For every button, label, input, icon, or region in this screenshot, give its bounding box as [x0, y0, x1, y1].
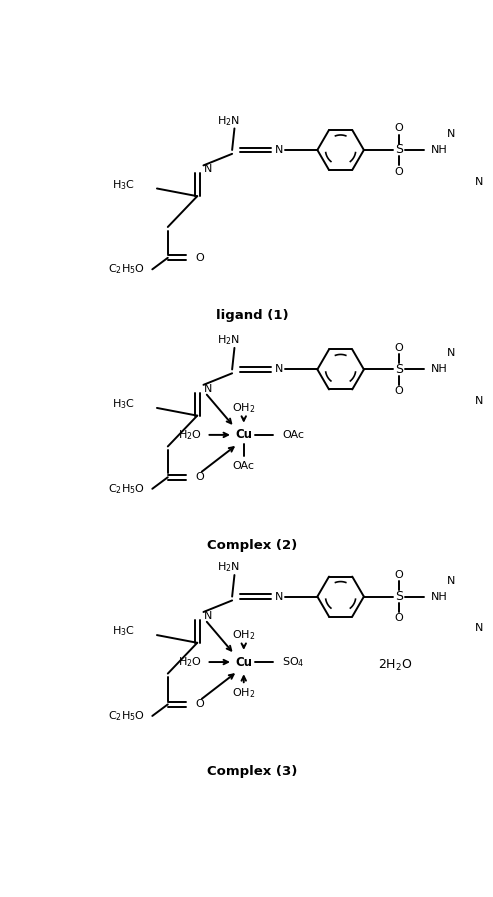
Text: O: O — [196, 253, 205, 263]
Text: SO$_4$: SO$_4$ — [282, 655, 305, 669]
Text: N: N — [475, 396, 484, 406]
Text: N: N — [475, 623, 484, 633]
Text: N: N — [204, 384, 212, 394]
Text: O: O — [196, 472, 205, 483]
Text: N: N — [275, 145, 283, 155]
Text: S: S — [395, 144, 403, 156]
Text: OH$_2$: OH$_2$ — [232, 401, 255, 414]
Text: C$_2$H$_5$O: C$_2$H$_5$O — [108, 482, 145, 496]
Text: O: O — [394, 167, 403, 177]
Text: Complex (3): Complex (3) — [207, 765, 297, 778]
Text: O: O — [196, 700, 205, 710]
Text: H$_3$C: H$_3$C — [112, 397, 135, 411]
Text: H$_2$N: H$_2$N — [217, 334, 240, 347]
Text: S: S — [395, 590, 403, 603]
Text: N: N — [275, 592, 283, 602]
Text: C$_2$H$_5$O: C$_2$H$_5$O — [108, 709, 145, 723]
Text: N: N — [475, 177, 484, 187]
Text: H$_3$C: H$_3$C — [112, 178, 135, 192]
Text: OAc: OAc — [282, 430, 305, 440]
Text: 2H$_2$O: 2H$_2$O — [378, 658, 412, 674]
Text: OH$_2$: OH$_2$ — [232, 628, 255, 642]
Text: OAc: OAc — [233, 461, 255, 471]
Text: H$_2$O: H$_2$O — [177, 655, 202, 669]
Text: Cu: Cu — [235, 429, 252, 441]
Text: N: N — [447, 349, 456, 359]
Text: N: N — [447, 129, 456, 139]
Text: H$_3$C: H$_3$C — [112, 624, 135, 638]
Text: Complex (2): Complex (2) — [207, 538, 297, 552]
Text: C$_2$H$_5$O: C$_2$H$_5$O — [108, 263, 145, 276]
Text: OH$_2$: OH$_2$ — [232, 686, 255, 700]
Text: N: N — [275, 364, 283, 374]
Text: NH: NH — [431, 145, 448, 155]
Text: O: O — [394, 343, 403, 353]
Text: O: O — [394, 124, 403, 134]
Text: N: N — [204, 611, 212, 621]
Text: NH: NH — [431, 592, 448, 602]
Text: ligand (1): ligand (1) — [216, 309, 288, 322]
Text: O: O — [394, 614, 403, 623]
Text: Cu: Cu — [235, 656, 252, 668]
Text: O: O — [394, 386, 403, 396]
Text: NH: NH — [431, 364, 448, 374]
Text: H$_2$N: H$_2$N — [217, 561, 240, 574]
Text: S: S — [395, 363, 403, 376]
Text: H$_2$N: H$_2$N — [217, 114, 240, 127]
Text: H$_2$O: H$_2$O — [177, 428, 202, 442]
Text: N: N — [204, 164, 212, 174]
Text: O: O — [394, 570, 403, 580]
Text: N: N — [447, 576, 456, 586]
